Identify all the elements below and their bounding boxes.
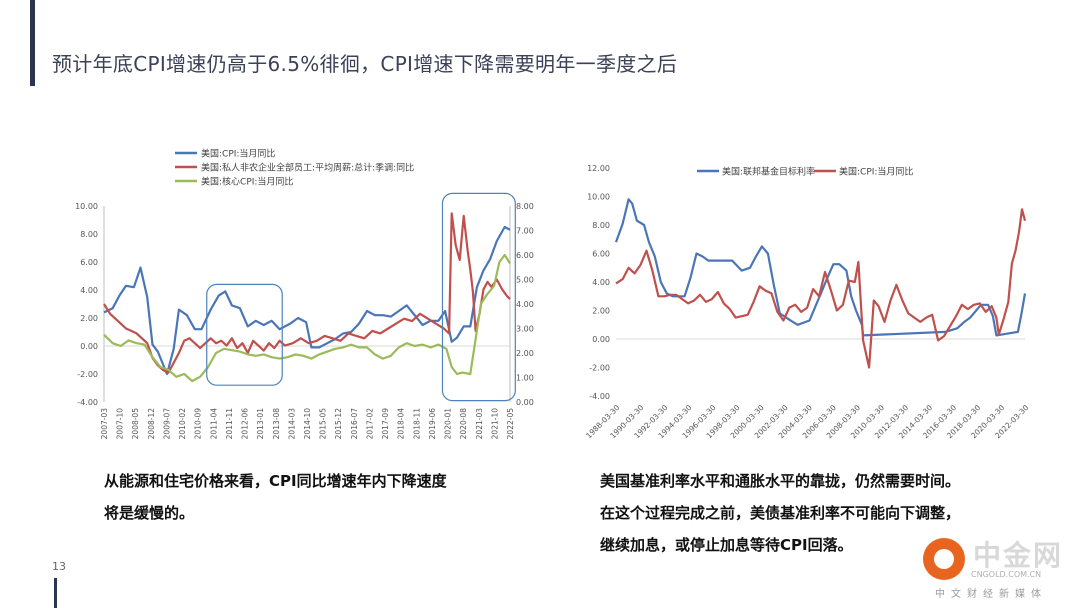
x-tick-label: 2017-02 — [365, 408, 374, 440]
x-tick-label: 2015-12 — [334, 408, 343, 440]
legend-label-1: 美国:CPI:当月同比 — [201, 148, 275, 160]
x-tick-label: 2011-04 — [209, 408, 218, 440]
x-tick-label: 2014-10 — [303, 408, 312, 440]
y-tick-label: -2.00 — [589, 364, 610, 373]
y-left-tick-label: 4.00 — [80, 286, 98, 295]
page-number: 13 — [52, 560, 66, 573]
y-tick-label: -4.00 — [589, 392, 610, 401]
y-left-tick-label: -2.00 — [77, 370, 98, 379]
y-right-tick-label: 2.00 — [516, 349, 534, 358]
y-right-tick-label: 3.00 — [516, 325, 534, 334]
y-tick-label: 4.00 — [592, 278, 610, 287]
y-right-tick-label: 7.00 — [516, 227, 534, 236]
caption-left: 从能源和住宅价格来看，CPI同比增速年内下降速度 将是缓慢的。 — [104, 465, 447, 529]
highlight-box-2011-2013 — [206, 283, 283, 386]
y-tick-label: 2.00 — [592, 307, 610, 316]
x-tick-label: 2020-08 — [459, 408, 468, 440]
x-tick-label: 2016-07 — [350, 408, 359, 440]
x-tick-label: 2011-11 — [225, 408, 234, 440]
footer-accent-bar — [54, 578, 57, 608]
caption-left-line-1: 从能源和住宅价格来看，CPI同比增速年内下降速度 — [104, 472, 447, 490]
x-tick-label: 2022-05 — [506, 408, 515, 440]
x-tick-label: 2008-12 — [147, 408, 156, 440]
series-line-3 — [103, 253, 511, 383]
x-tick-label: 2013-01 — [256, 408, 265, 440]
brand-logo: 中金网 CNGOLD.COM.CN 中文财经新媒体 — [915, 530, 1080, 608]
highlight-box-2020-2022 — [441, 192, 516, 402]
logo-name: 中金网 — [973, 539, 1064, 572]
x-tick-label: 2017-09 — [381, 408, 390, 440]
y-right-tick-label: 5.00 — [516, 276, 534, 285]
y-right-tick-label: 0.00 — [516, 398, 534, 407]
y-right-tick-label: 8.00 — [516, 202, 534, 211]
y-left-tick-label: 10.00 — [75, 202, 98, 211]
y-left-tick-label: 0.00 — [80, 342, 98, 351]
logo-domain: CNGOLD.COM.CN — [971, 570, 1042, 579]
caption-right: 美国基准利率水平和通胀水平的靠拢，仍然需要时间。 在这个过程完成之前，美债基准利… — [600, 465, 960, 561]
x-tick-label: 2010-02 — [178, 408, 187, 440]
y-right-tick-label: 6.00 — [516, 251, 534, 260]
series-line-2 — [103, 212, 511, 374]
y-left-tick-label: -4.00 — [77, 398, 98, 407]
x-tick-label: 2012-06 — [241, 408, 250, 440]
logo-mark-icon — [923, 538, 965, 580]
x-tick-label: 2013-08 — [272, 408, 281, 440]
x-tick-label: 2009-07 — [162, 408, 171, 440]
y-tick-label: 0.00 — [592, 335, 610, 344]
x-tick-label: 2019-06 — [428, 408, 437, 440]
y-right-tick-label: 1.00 — [516, 374, 534, 383]
x-tick-label: 2021-03 — [475, 408, 484, 440]
x-tick-label: 2020-01 — [444, 408, 453, 440]
y-tick-label: 12.00 — [587, 164, 610, 173]
x-tick-label: 2010-09 — [194, 408, 203, 440]
x-tick-label: 2018-04 — [397, 408, 406, 440]
legend-label-2: 美国:私人非农企业全部员工:平均周薪:总计:季调:同比 — [201, 162, 414, 174]
caption-left-line-2: 将是缓慢的。 — [104, 504, 195, 522]
y-tick-label: 10.00 — [587, 193, 610, 202]
x-tick-label: 2007-10 — [116, 408, 125, 440]
y-tick-label: 8.00 — [592, 221, 610, 230]
y-left-tick-label: 6.00 — [80, 258, 98, 267]
legend-label-2: 美国:CPI:当月同比 — [839, 166, 913, 178]
caption-right-line-2: 在这个过程完成之前，美债基准利率不可能向下调整， — [600, 504, 961, 522]
x-tick-label: 2008-05 — [131, 408, 140, 440]
y-left-tick-label: 8.00 — [80, 230, 98, 239]
x-tick-label: 2021-10 — [490, 408, 499, 440]
legend-label-1: 美国:联邦基金目标利率 — [722, 166, 815, 178]
title-accent-bar — [30, 0, 35, 86]
x-tick-label: 2014-03 — [287, 408, 296, 440]
caption-right-line-1: 美国基准利率水平和通胀水平的靠拢，仍然需要时间。 — [600, 472, 961, 490]
logo-tagline: 中文财经新媒体 — [935, 589, 1047, 600]
series-line-2 — [615, 208, 1027, 369]
legend-label-3: 美国:核心CPI:当月同比 — [201, 176, 293, 188]
y-left-tick-label: 2.00 — [80, 314, 98, 323]
page-title: 预计年底CPI增速仍高于6.5%徘徊，CPI增速下降需要明年一季度之后 — [52, 52, 678, 76]
x-tick-label: 2015-05 — [319, 408, 328, 440]
y-tick-label: 6.00 — [592, 250, 610, 259]
y-right-tick-label: 4.00 — [516, 300, 534, 309]
x-tick-label: 2018-11 — [412, 408, 421, 440]
caption-right-line-3: 继续加息，或停止加息等待CPI回落。 — [600, 536, 853, 554]
x-tick-label: 2007-03 — [100, 408, 109, 440]
series-line-1 — [614, 198, 1027, 337]
